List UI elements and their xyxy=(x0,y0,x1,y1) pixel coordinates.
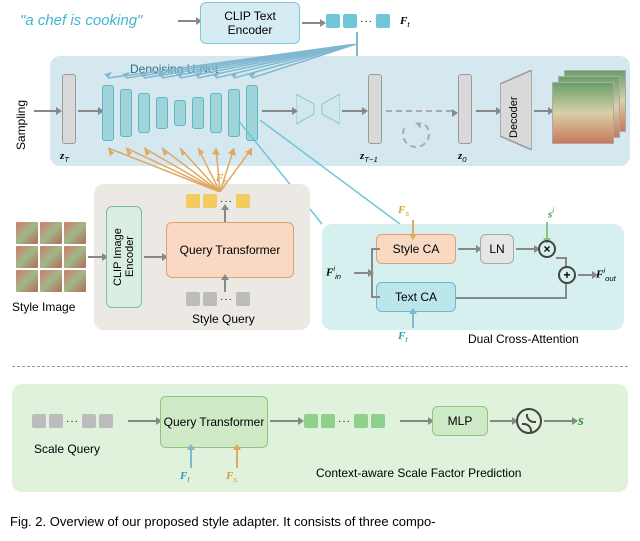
fout-label: Fiout xyxy=(596,266,616,283)
arrow-qt2-to-tokens xyxy=(270,420,298,422)
fs-tokens: ··· xyxy=(186,194,250,208)
style-query-tokens: ··· xyxy=(186,292,250,306)
fin-label: Fiin xyxy=(326,264,341,281)
add-op: + xyxy=(558,266,576,284)
arrow-sq-to-qt2 xyxy=(128,420,156,422)
arrow-sq-to-qt xyxy=(224,280,226,292)
style-image xyxy=(16,222,86,292)
arrow-z0-to-decoder xyxy=(476,110,496,112)
arrow-fs-to-styleca xyxy=(412,220,414,234)
arrow-trap-to-zTm1 xyxy=(342,110,362,112)
ft-label: Ft xyxy=(400,15,409,29)
figure-caption: Fig. 2. Overview of our proposed style a… xyxy=(10,514,630,529)
arrow-ft-to-textca xyxy=(412,314,414,328)
fin-split-lines xyxy=(366,246,380,300)
arrow-zT-to-unet xyxy=(78,110,98,112)
arrow-tokens-to-mlp xyxy=(400,420,428,422)
arrow-qt-to-fs xyxy=(224,210,226,222)
section-divider xyxy=(12,366,628,367)
mlp-block: MLP xyxy=(432,406,488,436)
arrow-styleimg-to-clip xyxy=(88,256,102,258)
arrow-clipimg-to-qtrans xyxy=(144,256,162,258)
output-image-stack xyxy=(552,70,632,150)
fs-fan-arrows xyxy=(100,144,270,192)
context-title: Context-aware Scale Factor Prediction xyxy=(316,466,521,480)
fs-into-styleca: Fs xyxy=(398,204,409,218)
dca-title: Dual Cross-Attention xyxy=(468,332,579,346)
style-query-label: Style Query xyxy=(192,312,255,326)
loop-icon xyxy=(402,120,430,148)
ft-tokens: ··· xyxy=(326,14,390,28)
sampling-label: Sampling xyxy=(14,80,28,150)
clip-image-encoder: CLIP Image Encoder xyxy=(106,206,142,308)
dashed-arrow-loop xyxy=(386,110,452,112)
clip-text-encoder: CLIP Text Encoder xyxy=(200,2,300,44)
fs-into-qt2: Fs xyxy=(226,470,237,484)
arrow-clip-to-ft xyxy=(302,22,320,24)
clip-text-encoder-label: CLIP Text Encoder xyxy=(201,9,299,37)
ft-fan-arrows xyxy=(100,44,360,84)
s-output-label: s xyxy=(578,412,584,430)
z0-bar xyxy=(458,74,472,144)
arrow-prompt-to-clip xyxy=(178,20,196,22)
prompt-text: "a chef is cooking" xyxy=(20,8,190,32)
scale-query-label: Scale Query xyxy=(34,442,100,456)
arrow-unet-to-zTm1 xyxy=(262,110,292,112)
arrow-si-to-mult xyxy=(546,222,548,238)
prompt-text-value: "a chef is cooking" xyxy=(20,12,142,29)
arrow-mlp-to-sigmoid xyxy=(490,420,512,422)
ft-into-qt2: Ft xyxy=(180,470,189,484)
arrow-fs-to-qt2 xyxy=(236,450,238,468)
arrow-add-to-fout xyxy=(578,274,592,276)
zT-label: zT xyxy=(60,150,69,164)
ft-into-textca: Ft xyxy=(398,330,407,344)
zT-bar xyxy=(62,74,76,144)
z0-label: z0 xyxy=(458,150,467,164)
arrow-ft-to-qt2 xyxy=(190,450,192,468)
query-transformer-scale: Query Transformer xyxy=(160,396,268,448)
arrow-sigmoid-to-s xyxy=(544,420,572,422)
sigmoid-icon xyxy=(516,408,542,434)
decoder-label: Decoder xyxy=(508,82,520,138)
arrow-sampling xyxy=(34,110,56,112)
scale-query-tokens: ··· xyxy=(32,414,113,428)
arrow-decoder-to-output xyxy=(534,110,548,112)
query-transformer-style: Query Transformer xyxy=(166,222,294,278)
si-label: si xyxy=(548,206,554,221)
scale-feature-tokens: ··· xyxy=(304,414,385,428)
style-image-label: Style Image xyxy=(12,300,75,314)
